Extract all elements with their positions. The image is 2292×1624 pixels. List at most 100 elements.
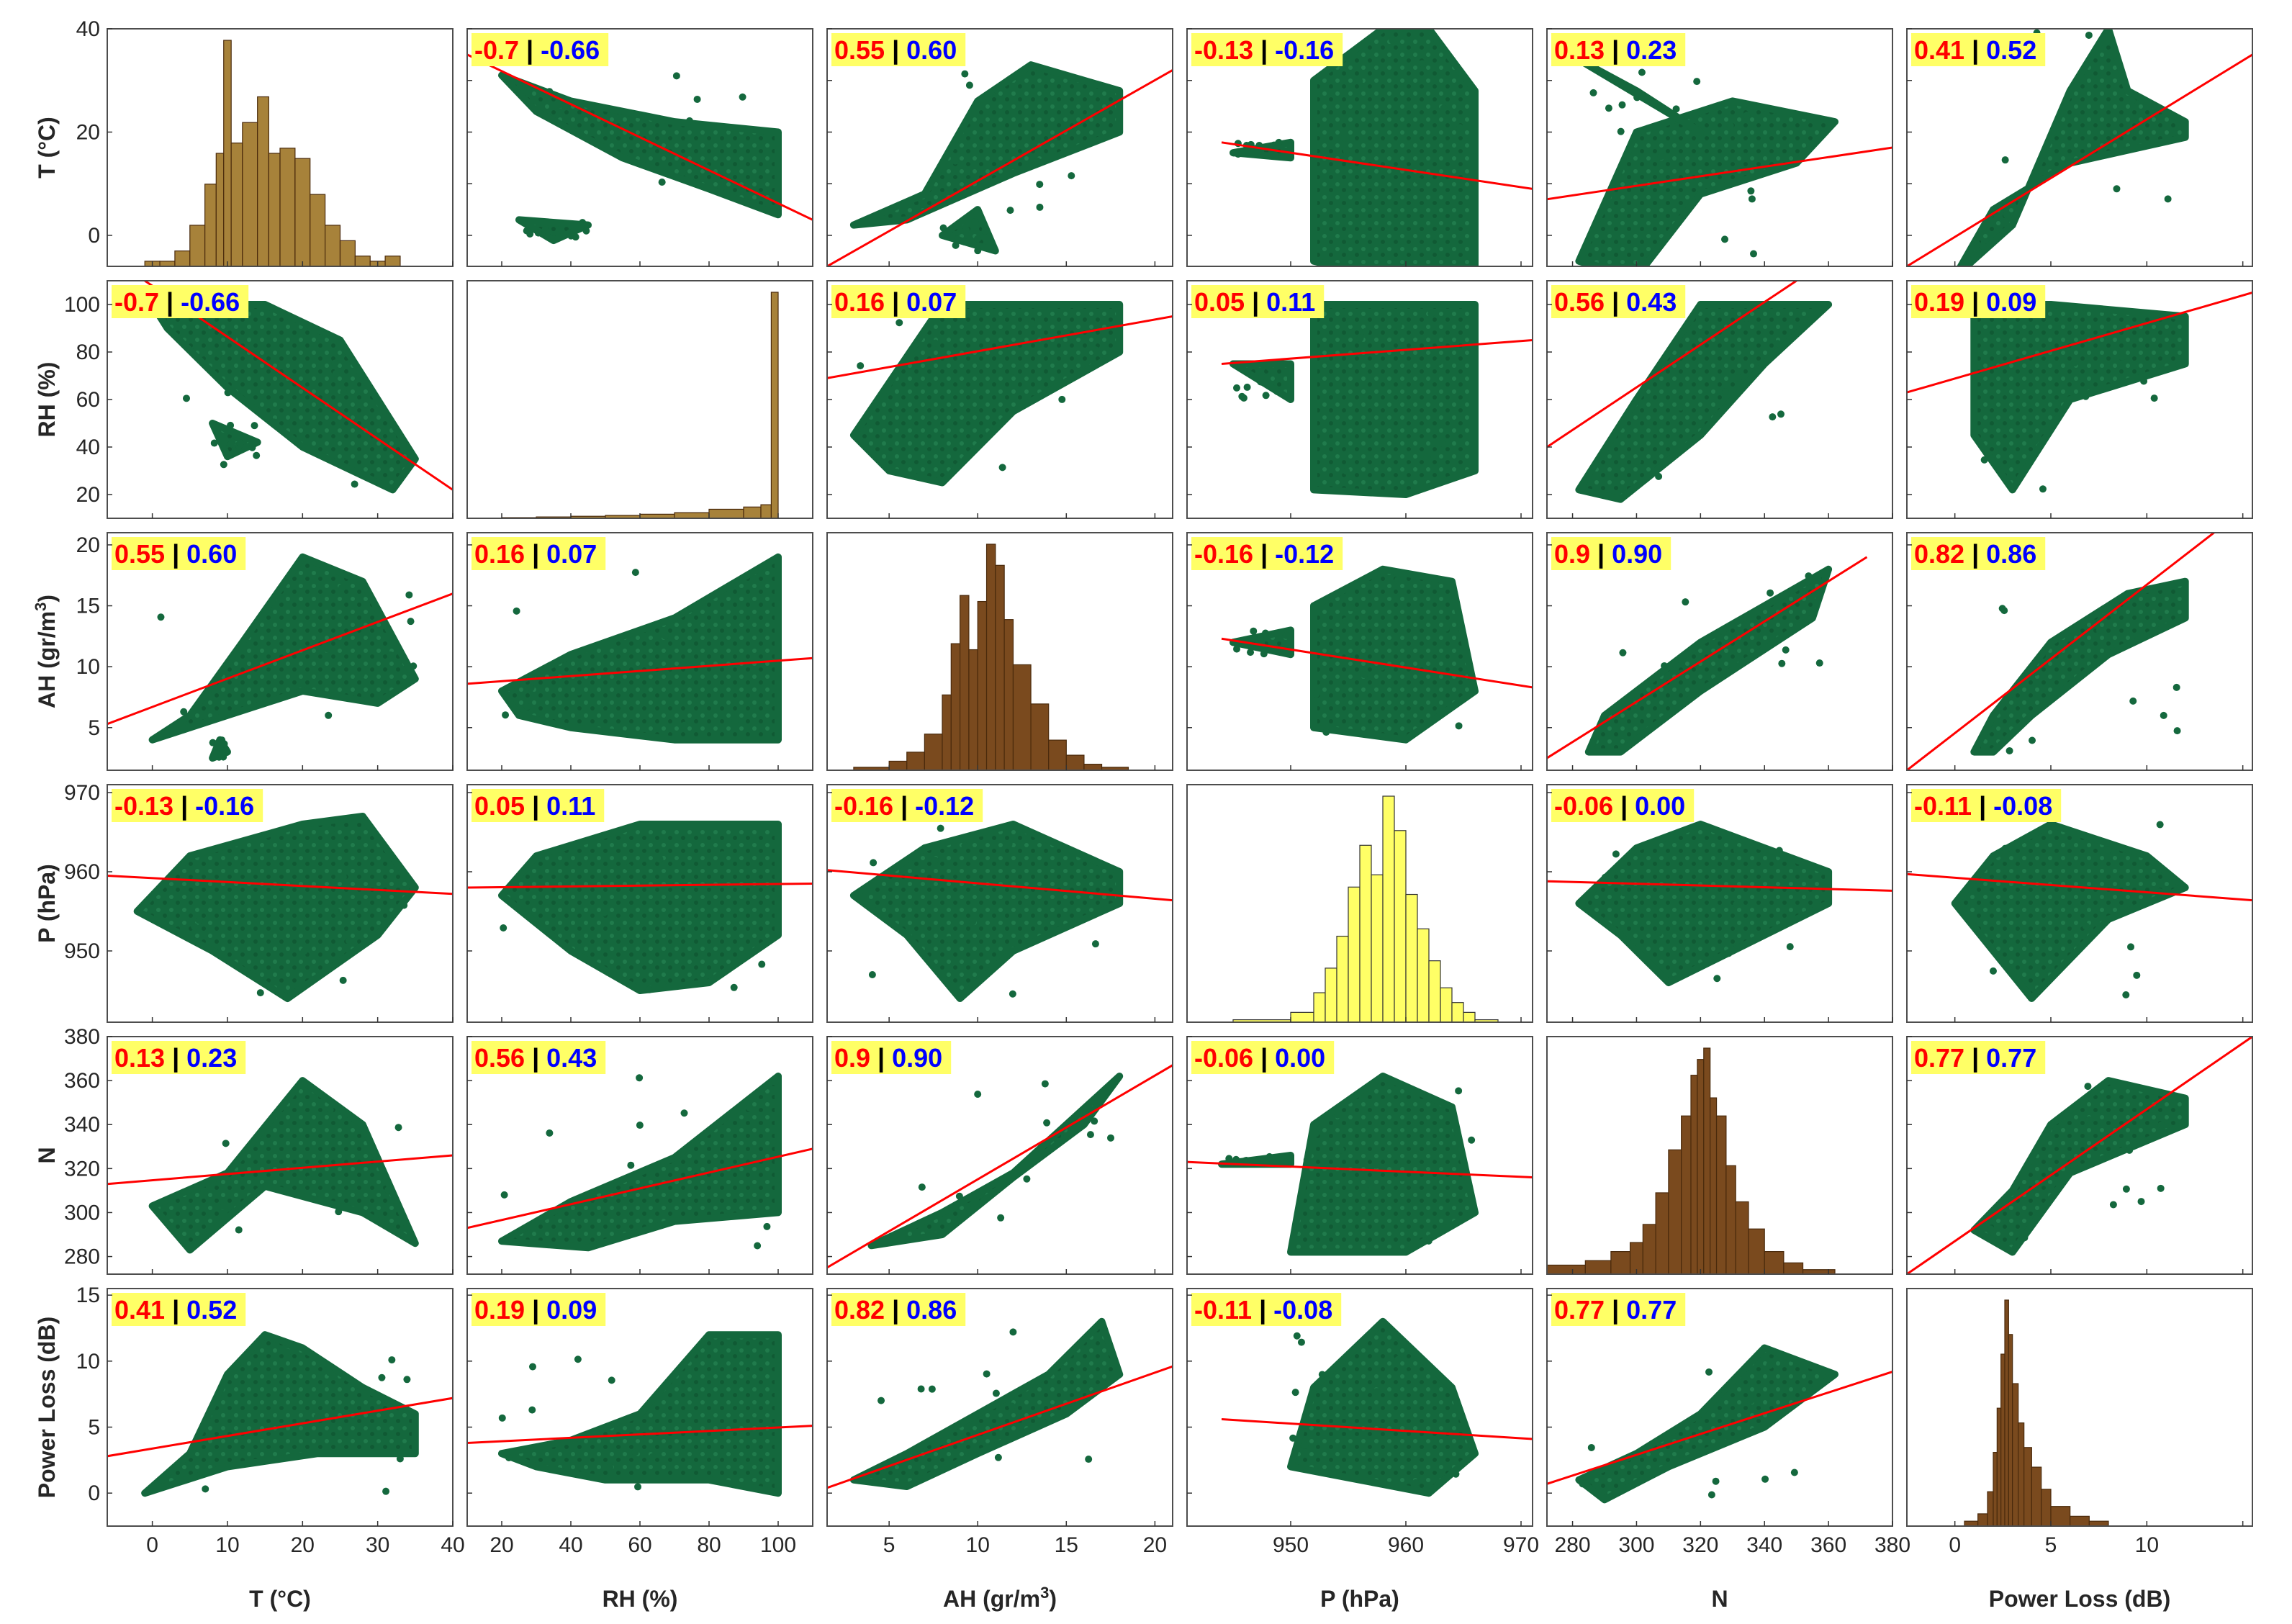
scatter-point	[600, 908, 608, 916]
scatter-point	[2001, 156, 2009, 164]
correlation-badge	[1551, 33, 1686, 66]
correlation-value-1: 0.41	[114, 1295, 165, 1325]
scatter-point	[1340, 134, 1348, 142]
panel-frame	[107, 532, 454, 771]
x-tick-label: 320	[1682, 1533, 1718, 1557]
scatter-point	[719, 851, 727, 859]
correlation-value-1: -0.7	[474, 35, 519, 65]
correlation-value-2: 0.43	[546, 1043, 597, 1073]
correlation-separator: |	[526, 35, 533, 66]
scatter-point	[1735, 374, 1743, 382]
histogram-bar	[242, 122, 258, 266]
correlation-value-2: 0.07	[906, 287, 957, 317]
histogram-bar	[1642, 1224, 1656, 1274]
histogram-bar	[1748, 1228, 1765, 1274]
panel-RH-vs-N: 0.56 | 0.43	[1546, 280, 1893, 519]
scatter-point	[1256, 635, 1264, 643]
scatter-point	[1741, 153, 1749, 161]
histogram-bar	[189, 225, 206, 266]
scatter-point	[931, 339, 939, 347]
scatter-point	[1106, 1134, 1114, 1142]
scatter-point	[2016, 837, 2024, 845]
scatter-point	[1677, 403, 1684, 411]
scatter-point	[325, 1368, 333, 1376]
scatter-point	[758, 960, 766, 968]
scatter-point	[500, 1191, 508, 1199]
panel-T-vs-N: 0.13 | 0.23	[1546, 28, 1893, 267]
scatter-point	[634, 1483, 642, 1491]
histogram-bar	[2004, 1299, 2009, 1526]
scatter-point	[541, 226, 549, 234]
x-tick-label: 360	[1810, 1533, 1846, 1557]
scatter-point	[357, 671, 365, 679]
panel-plot-area	[1221, 301, 1533, 498]
scatter-point	[2157, 1184, 2165, 1192]
scatter-point	[1455, 1087, 1463, 1095]
scatter-point	[1253, 148, 1260, 155]
histogram-bar	[1697, 1059, 1705, 1274]
scatter-point	[1438, 439, 1446, 447]
x-axis-label-AH: AH (gr/m3)	[943, 1584, 1057, 1612]
scatter-point	[1443, 334, 1451, 342]
scatter-point	[962, 226, 970, 234]
histogram-bar	[257, 96, 269, 266]
scatter-point	[2127, 943, 2135, 951]
correlation-separator: |	[892, 35, 899, 66]
panel-N-vs-PL: 0.77 | 0.77	[1906, 1036, 2253, 1275]
correlation-label: -0.7 | -0.66	[114, 287, 240, 317]
scatter-point	[384, 1186, 392, 1194]
histogram-bar	[960, 595, 970, 770]
correlation-value-2: -0.16	[195, 791, 254, 821]
correlation-value-1: 0.82	[1914, 539, 1964, 569]
correlation-label: 0.56 | 0.43	[474, 1043, 597, 1073]
y-tick-label: 360	[64, 1069, 100, 1093]
scatter-point	[1805, 572, 1813, 580]
panel-frame	[107, 28, 454, 267]
x-tick-label: 380	[1874, 1533, 1910, 1557]
axis-label-text: Power Loss (dB)	[34, 1317, 60, 1498]
panel-P-vs-AH: -0.16 | -0.12	[826, 784, 1173, 1023]
histogram-bar	[1655, 1192, 1669, 1274]
panel-PL-vs-T: 0.41 | 0.52 0 10 20 30 40 0 5 10 15	[76, 1284, 465, 1557]
panel-plot-area	[827, 61, 1173, 266]
scatter-point	[1275, 138, 1283, 146]
correlation-badge	[1911, 537, 2046, 570]
scatter-point-cloud	[1310, 29, 1479, 266]
correlation-badge	[472, 33, 609, 66]
panel-plot-area	[467, 553, 813, 744]
correlation-label: 0.13 | 0.23	[1554, 35, 1677, 66]
correlation-separator: |	[181, 791, 188, 821]
fit-line	[467, 883, 813, 889]
scatter-point	[388, 1356, 396, 1364]
fit-line	[1221, 141, 1533, 190]
histogram-bar	[1463, 1011, 1476, 1022]
correlation-value-1: -0.7	[114, 287, 159, 317]
axis-label-text: RH (%)	[603, 1586, 678, 1612]
histogram-bar	[2008, 1334, 2013, 1526]
x-tick-label: 80	[697, 1533, 721, 1557]
scatter-point	[1372, 1161, 1380, 1169]
correlation-badge	[472, 537, 606, 570]
histogram-bar	[279, 148, 296, 266]
y-tick-label: 0	[88, 224, 100, 248]
scatter-point	[685, 117, 693, 125]
correlation-value-2: 0.77	[1986, 1043, 2036, 1073]
correlation-value-1: 0.56	[1554, 287, 1605, 317]
scatter-point	[1343, 467, 1350, 475]
correlation-value-2: -0.12	[915, 791, 974, 821]
histogram-bar	[2070, 1515, 2090, 1526]
scatter-point	[218, 749, 226, 757]
histogram-bar	[1428, 960, 1441, 1022]
panel-RH-vs-P: 0.05 | 0.11	[1186, 280, 1533, 519]
correlation-separator: |	[1972, 287, 1979, 317]
panel-frame	[1906, 532, 2253, 771]
scatter-point	[1262, 629, 1270, 637]
scatter-point	[1247, 649, 1255, 657]
x-axis-label-P: P (hPa)	[1320, 1586, 1399, 1612]
scatter-point	[1265, 1152, 1273, 1160]
correlation-value-1: 0.77	[1914, 1043, 1964, 1073]
scatter-point	[954, 235, 962, 243]
correlation-value-2: 0.23	[1626, 35, 1677, 65]
scatter-point	[1233, 384, 1241, 392]
correlation-value-2: 0.60	[906, 35, 957, 65]
